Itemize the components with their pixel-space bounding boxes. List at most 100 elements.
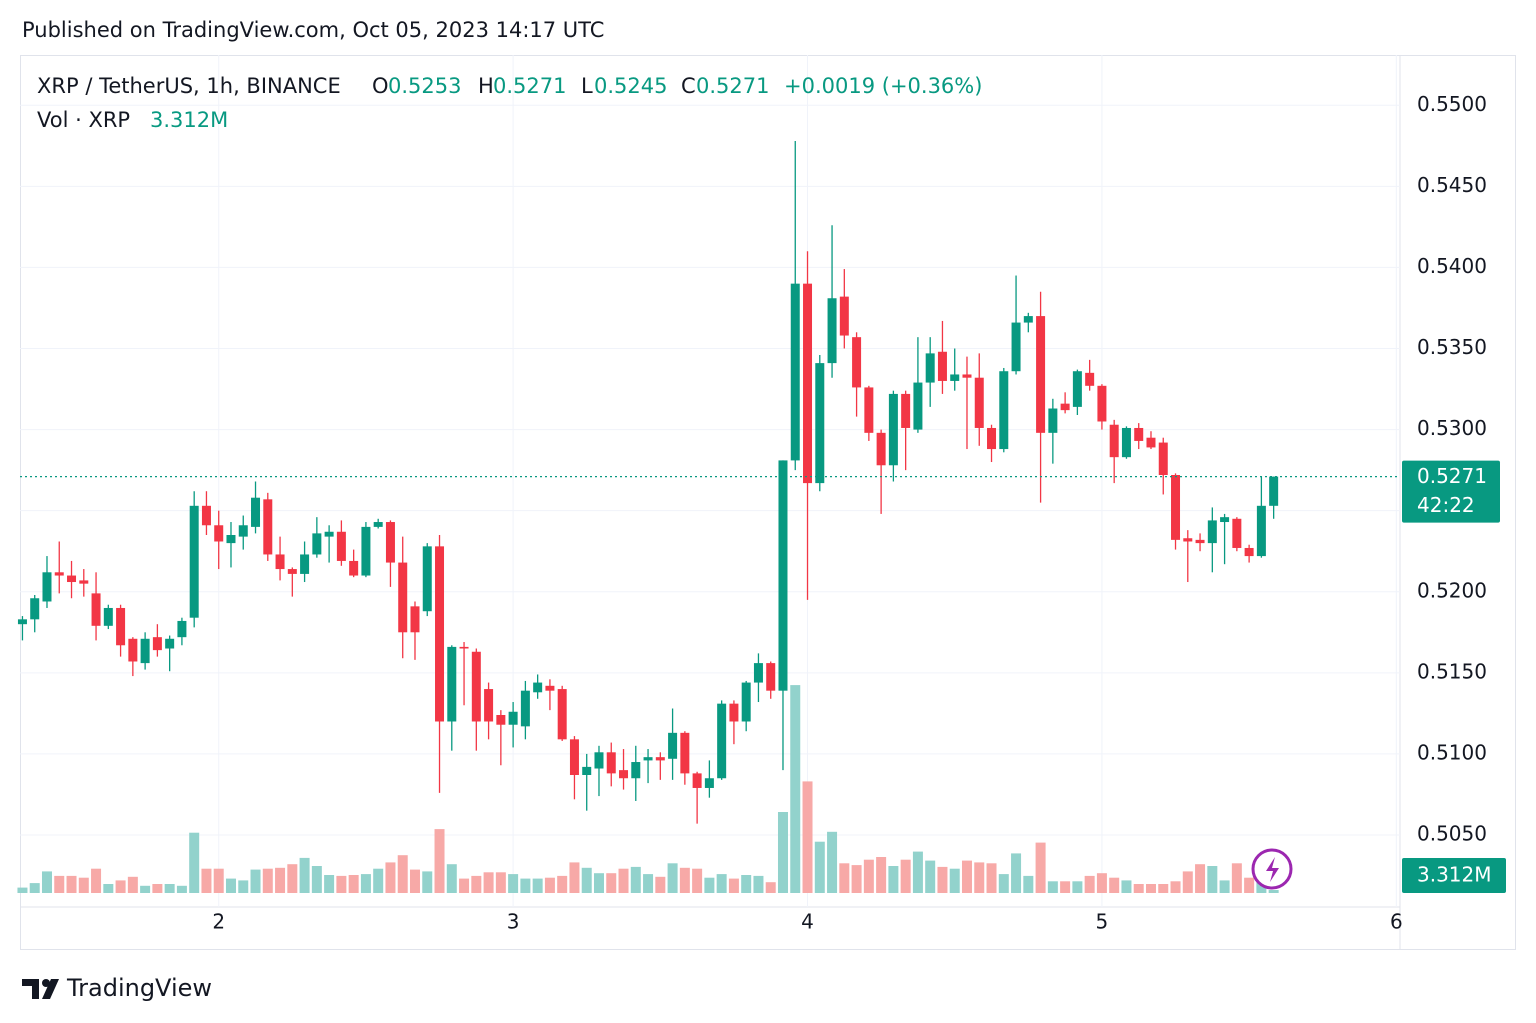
candle-body xyxy=(1183,538,1193,542)
candle-body xyxy=(1244,547,1254,557)
candle-body xyxy=(251,497,261,527)
candle-body xyxy=(201,505,211,526)
volume-bar xyxy=(790,685,801,893)
candle-body xyxy=(42,572,52,602)
candle-body xyxy=(901,393,911,428)
x-tick-label: 5 xyxy=(1096,910,1109,934)
volume-bar xyxy=(1133,884,1144,893)
candle-body xyxy=(999,371,1009,450)
candle-body xyxy=(373,522,383,527)
y-tick-label: 0.5200 xyxy=(1417,578,1487,602)
volume-bar xyxy=(385,862,396,893)
candle-body xyxy=(67,575,77,583)
volume-bar xyxy=(29,883,40,893)
candle-body xyxy=(545,685,555,691)
candle-body xyxy=(619,770,629,779)
candle-body xyxy=(778,460,788,691)
volume-bar xyxy=(17,887,28,893)
volume-value: 3.312M xyxy=(150,108,228,132)
volume-bar xyxy=(140,885,151,893)
volume-bar xyxy=(446,864,457,893)
volume-bar xyxy=(912,851,923,893)
volume-bar xyxy=(54,875,65,893)
candle-body xyxy=(398,562,408,633)
candle-body xyxy=(704,778,714,788)
y-tick-label: 0.5500 xyxy=(1417,92,1487,116)
volume-bar xyxy=(667,863,678,893)
last-volume-box xyxy=(1402,858,1506,893)
volume-bar xyxy=(532,878,543,893)
volume-bar xyxy=(115,880,126,893)
y-tick-label: 0.5400 xyxy=(1417,254,1487,278)
candle-body xyxy=(962,374,972,378)
volume-bar xyxy=(1084,875,1095,893)
x-tick-label: 6 xyxy=(1390,910,1403,934)
volume-bar xyxy=(925,860,936,893)
candle-body xyxy=(594,752,604,769)
candle-body xyxy=(790,283,800,461)
y-tick-label: 0.5300 xyxy=(1417,416,1487,440)
volume-bar xyxy=(1182,871,1193,893)
volume-bar xyxy=(397,855,408,893)
volume-bar xyxy=(127,876,138,893)
volume-bar xyxy=(1121,880,1132,893)
volume-bar xyxy=(863,859,874,893)
candle-body xyxy=(1220,517,1230,523)
volume-bar xyxy=(459,878,470,893)
volume-bar xyxy=(1035,842,1046,893)
volume-bar xyxy=(324,875,335,893)
volume-bar xyxy=(1231,863,1242,893)
candle-body xyxy=(79,580,89,584)
candle-body xyxy=(484,689,494,722)
volume-bar xyxy=(802,781,813,893)
candle-body xyxy=(1023,316,1033,323)
volume-bar xyxy=(765,882,776,893)
candle-body xyxy=(888,393,898,466)
volume-bar xyxy=(152,884,163,893)
volume-pane xyxy=(17,685,1279,893)
brand-logo: TradingView xyxy=(22,974,212,1002)
volume-bar xyxy=(373,868,384,893)
candle-body xyxy=(422,546,432,612)
candle-body xyxy=(275,554,285,570)
candle-body xyxy=(324,531,334,537)
volume-bar xyxy=(900,859,911,893)
legend-field-value: 0.5271 xyxy=(493,74,566,98)
volume-bar xyxy=(483,872,494,893)
candle-body xyxy=(54,572,64,576)
volume-bar xyxy=(593,873,604,893)
candle-body xyxy=(852,337,862,388)
volume-bar xyxy=(422,871,433,893)
candle-body xyxy=(987,427,997,450)
candle-body xyxy=(717,703,727,779)
y-tick-label: 0.5050 xyxy=(1417,822,1487,846)
volume-bar xyxy=(520,878,531,893)
candle-body xyxy=(385,522,395,563)
volume-title: Vol · XRP xyxy=(37,108,130,132)
candle-body xyxy=(631,762,641,779)
candle-body xyxy=(729,703,739,722)
volume-bar xyxy=(495,872,506,893)
volume-bar xyxy=(287,864,298,893)
candle-body xyxy=(1109,424,1119,458)
volume-bar xyxy=(78,877,89,893)
candle-body xyxy=(937,351,947,381)
candle-body xyxy=(668,732,678,759)
volume-bar xyxy=(643,874,654,893)
candle-body xyxy=(128,638,138,662)
volume-bar xyxy=(851,865,862,893)
volume-bar xyxy=(275,867,286,893)
grid xyxy=(20,55,1400,907)
volume-bar xyxy=(41,871,52,893)
candle-body xyxy=(435,546,445,722)
volume-bar xyxy=(753,875,764,893)
candle-body xyxy=(1256,505,1266,557)
brand-name: TradingView xyxy=(66,974,212,1002)
volume-bar xyxy=(618,868,629,893)
candle-body xyxy=(1097,385,1107,422)
y-tick-label: 0.5150 xyxy=(1417,659,1487,683)
candle-body xyxy=(1072,371,1082,407)
legend-field-value: 0.5271 xyxy=(696,74,769,98)
candle-body xyxy=(140,638,150,664)
